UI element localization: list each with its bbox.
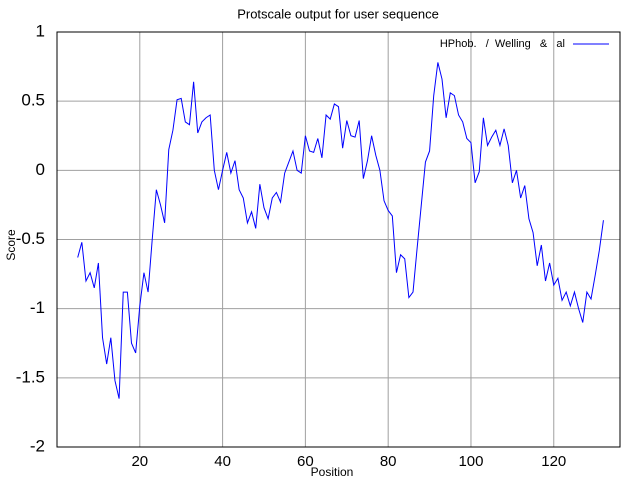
legend-label: HPhob. / Welling & al bbox=[440, 38, 565, 50]
y-tick-label: 0 bbox=[36, 160, 45, 179]
y-tick-label: 1 bbox=[36, 21, 45, 40]
y-axis-label: Score bbox=[4, 229, 18, 261]
y-tick-label: -1 bbox=[30, 298, 45, 317]
x-tick-label: 100 bbox=[458, 453, 483, 470]
x-tick-label: 20 bbox=[131, 453, 148, 470]
x-tick-label: 60 bbox=[297, 453, 314, 470]
data-line bbox=[77, 62, 604, 399]
y-tick-label: -2 bbox=[30, 436, 45, 455]
y-tick-label: -0.5 bbox=[16, 229, 45, 248]
x-tick-label: 40 bbox=[214, 453, 231, 470]
plot-frame bbox=[56, 31, 621, 448]
x-tick-label: 80 bbox=[380, 453, 397, 470]
x-tick-label: 120 bbox=[541, 453, 566, 470]
chart-title: Protscale output for user sequence bbox=[237, 6, 439, 21]
x-axis-label: Position bbox=[311, 465, 354, 479]
y-tick-label: 0.5 bbox=[21, 91, 45, 110]
y-tick-label: -1.5 bbox=[16, 367, 45, 386]
